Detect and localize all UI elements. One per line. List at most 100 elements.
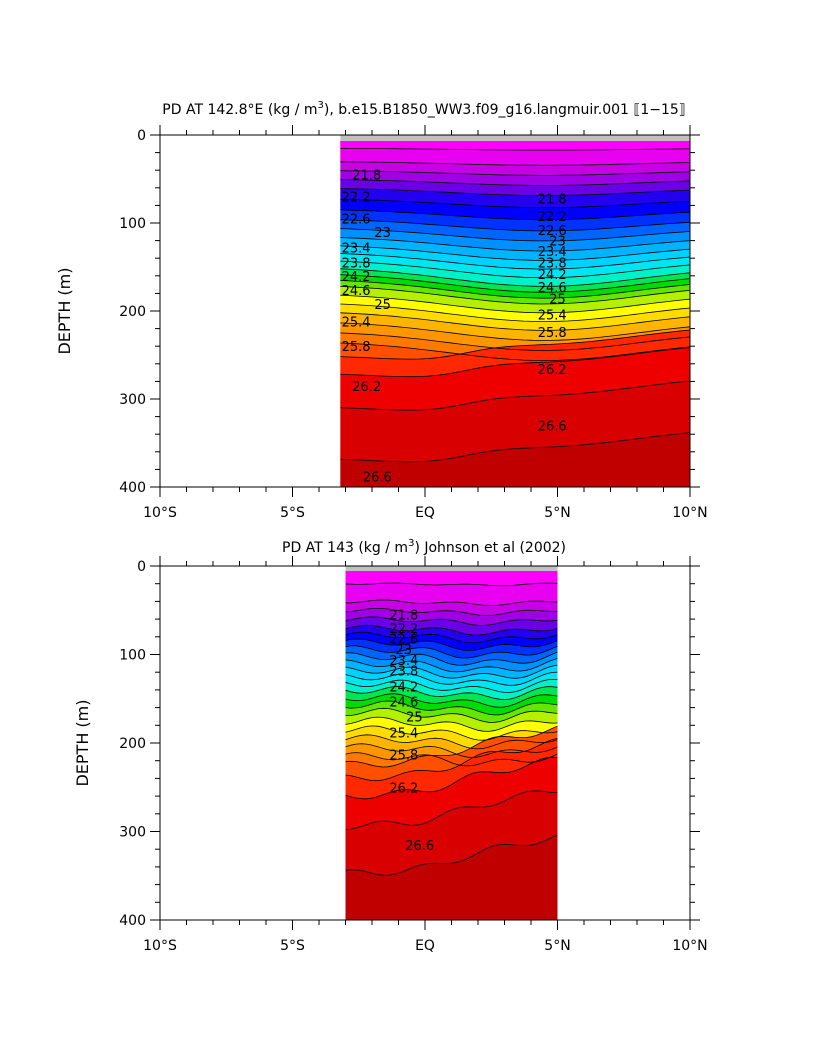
contour-label: 25 [374,298,391,313]
contour-label: 24.2 [342,270,371,285]
y-axis: 0 100 200 300 400 [119,128,700,496]
contour-line [340,329,690,360]
x-axis: 10°S 5°S EQ 5°N 10°N [143,556,708,954]
x-tick-label: 10°N [672,938,707,954]
chart-title-part: PD AT 143 (kg / m [282,540,408,556]
contour-line [340,209,690,221]
contour-label: 26.2 [389,781,418,796]
contour-label: 23.4 [389,654,418,669]
contour-line [345,686,558,701]
contour-label: 25.8 [538,326,567,341]
contour-label: 22.6 [538,224,567,239]
contour-labels: 21.822.222.62323.423.824.224.62525.425.8… [342,169,567,486]
contour-label: 22.2 [342,191,371,206]
y-tick-label: 100 [119,648,146,664]
density-band [345,679,558,700]
contour-line [340,347,690,378]
contour-label: 22.2 [538,210,567,225]
contour-label: 23.8 [389,664,418,679]
x-tick-label: 5°S [280,505,305,521]
contour-line [345,834,558,876]
y-tick-label: 100 [119,216,146,232]
contour-label: 25 [406,710,423,725]
contour-line [340,268,690,287]
chart-title: PD AT 143 (kg / m3) Johnson et al (2002) [282,538,566,556]
contour-line [345,725,558,741]
density-band [345,757,558,830]
density-band [340,286,690,313]
contour-label: 22.2 [389,622,418,637]
contour-line [340,322,690,341]
contour-label: 24.6 [342,284,371,299]
contour-label: 24.6 [389,695,418,710]
contour-line [345,693,558,708]
density-band [340,141,690,151]
contour-lines [345,582,558,876]
density-band [340,304,690,331]
contour-fill [340,135,690,487]
x-tick-label: 10°N [672,505,707,521]
density-band [340,312,690,341]
density-band [340,295,690,322]
chart-title: PD AT 142.8°E (kg / m3), b.e15.B1850_WW3… [162,100,685,118]
density-band [345,734,558,758]
density-band [345,738,558,799]
density-band [345,672,558,693]
contour-line [345,607,558,616]
contour-label: 24.6 [538,281,567,296]
density-band [345,583,558,606]
density-band [345,693,558,715]
contour-fill [345,566,558,920]
contour-line [345,678,558,693]
density-band [340,199,690,220]
y-axis-label: DEPTH (m) [73,699,92,786]
density-band [345,835,558,920]
y-tick-label: 300 [119,392,146,408]
y-tick-label: 400 [119,480,146,496]
contour-label: 23.8 [538,257,567,272]
density-band [345,571,558,586]
contour-line [345,599,558,607]
contour-line [345,631,558,644]
contour-label: 24.2 [389,680,418,695]
density-band [345,725,558,749]
density-band [345,701,558,723]
y-tick-label: 300 [119,825,146,841]
contour-line [340,274,690,293]
contour-label: 25.8 [342,340,371,355]
density-band [340,219,690,241]
contour-line [345,716,558,732]
contour-line [345,734,558,750]
contour-line [345,671,558,686]
contour-line [340,198,690,209]
density-band [340,228,690,251]
contour-label: 23 [374,226,391,241]
contour-line [340,237,690,252]
contour-line [340,260,690,279]
contour-line [340,245,690,261]
density-band [340,245,690,270]
upper-panel: 21.822.222.62323.423.824.224.62525.425.8… [55,100,708,521]
density-band [345,652,558,672]
contour-line [345,737,558,782]
density-band [345,608,558,626]
density-band [340,188,690,208]
contour-line [340,342,690,361]
contour-line [340,179,690,186]
density-band [340,161,690,176]
contour-line [340,286,690,305]
contour-label: 26.6 [363,470,392,485]
chart-title-part: ) Johnson et al (2002) [414,540,566,556]
contour-label: 22.6 [342,213,371,228]
x-tick-label: 5°N [544,505,570,521]
contour-line [340,170,690,176]
density-band [345,708,558,732]
chart-title-superscript: 3 [408,538,414,549]
density-band [340,280,690,304]
contour-line [345,756,558,800]
density-band [345,625,558,643]
contour-label: 23 [396,643,413,658]
density-band [345,599,558,616]
contour-line [340,219,690,232]
